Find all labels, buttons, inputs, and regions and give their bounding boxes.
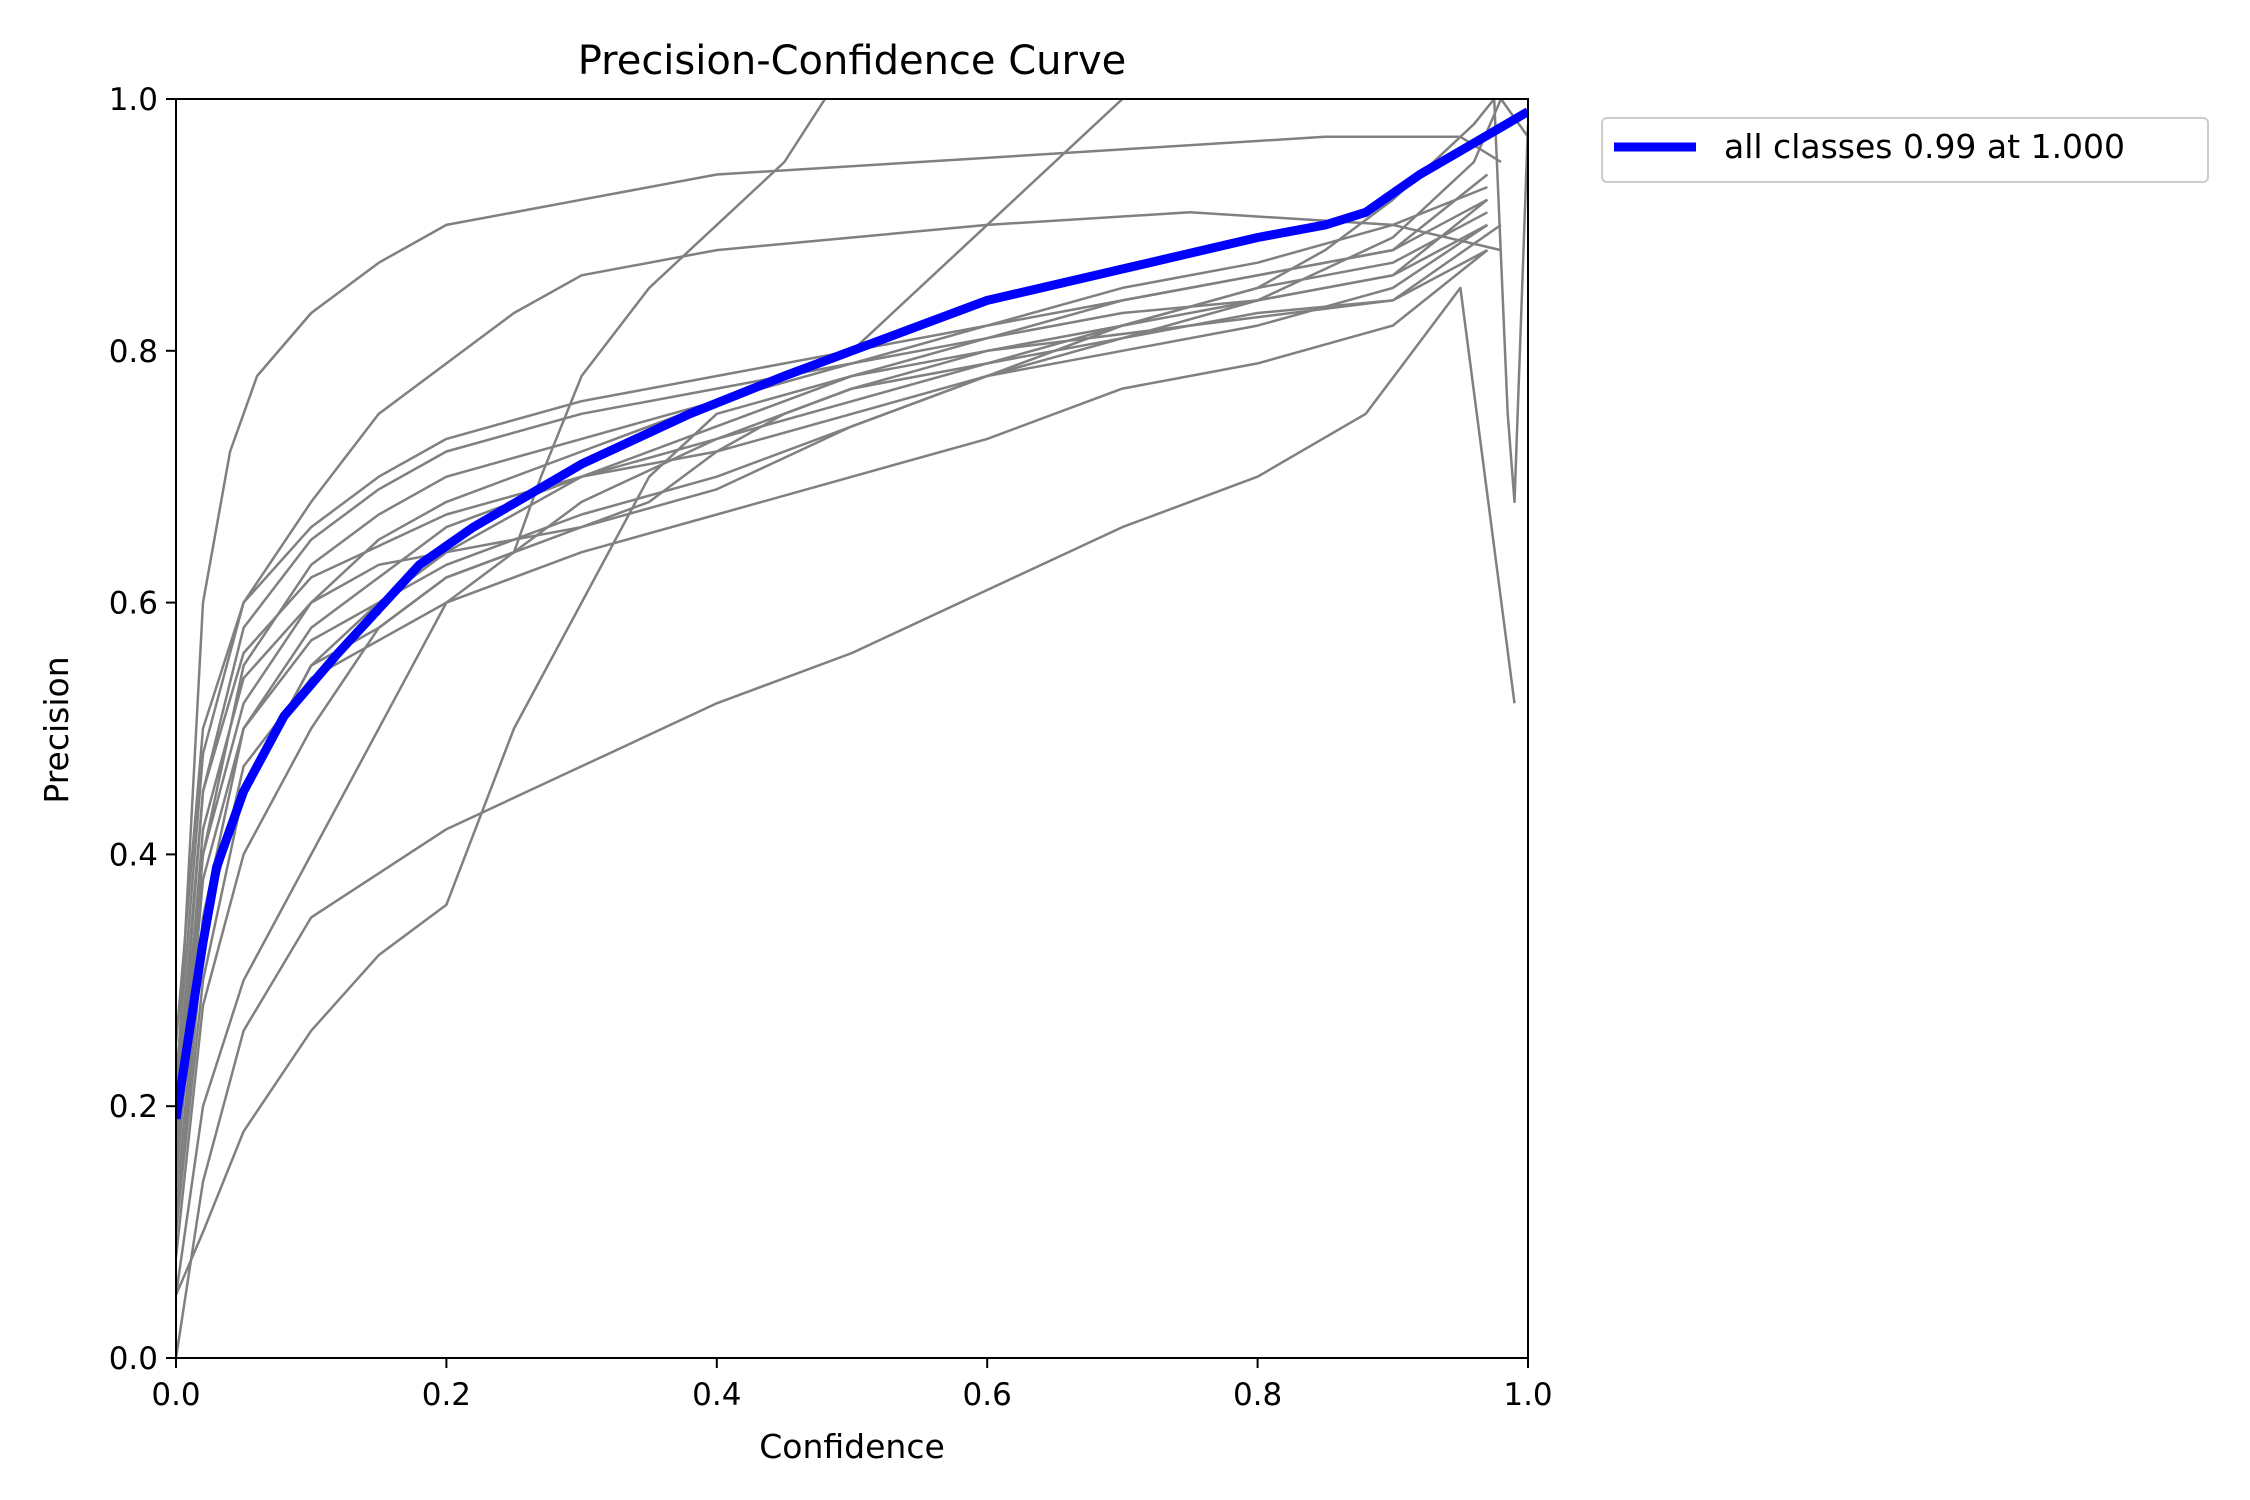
class-curve-class-11 [176, 198, 1489, 1132]
y-tick-label: 0.6 [109, 586, 158, 622]
class-curve-class-10 [176, 223, 1489, 1208]
y-tick-label: 0.0 [109, 1341, 158, 1377]
x-tick-label: 0.0 [151, 1377, 200, 1413]
class-curve-class-01 [176, 135, 1502, 1107]
plot-frame [175, 98, 1529, 1359]
y-tick-label: 0.2 [109, 1089, 158, 1125]
legend-label-all-classes: all classes 0.99 at 1.000 [1724, 127, 2125, 166]
chart-title: Precision-Confidence Curve [578, 38, 1127, 84]
y-tick-label: 0.8 [109, 334, 158, 370]
class-curve-class-07 [176, 223, 1502, 1296]
class-curve-class-05 [176, 223, 1488, 1296]
x-tick-label: 0.6 [963, 1377, 1012, 1413]
class-curve-class-16 [176, 99, 1528, 1107]
class-curve-class-09 [176, 99, 1124, 1107]
summary-curve-group [176, 107, 1528, 1120]
class-curve-class-03 [176, 185, 1488, 1170]
class-curve-class-12 [176, 173, 1489, 1082]
x-axis: 0.0 0.2 0.4 0.6 0.8 1.0 [151, 1358, 1553, 1413]
class-curve-class-02 [176, 211, 1502, 1044]
class-curve-class-06 [176, 286, 1516, 1358]
legend: all classes 0.99 at 1.000 [1601, 117, 2209, 183]
x-tick-label: 0.8 [1233, 1377, 1282, 1413]
y-axis: 0.0 0.2 0.4 0.6 0.8 1.0 [109, 82, 176, 1377]
x-tick-label: 1.0 [1503, 1377, 1552, 1413]
y-axis-label: Precision [37, 656, 76, 803]
legend-box [1601, 117, 2209, 183]
y-tick-label: 0.4 [109, 837, 158, 873]
x-tick-label: 0.4 [692, 1377, 741, 1413]
class-curve-class-14 [176, 249, 1489, 1233]
class-curve-class-15 [176, 248, 1488, 1258]
class-curve-class-17 [176, 99, 1528, 1182]
plot-area [175, 98, 1529, 1359]
x-tick-label: 0.2 [422, 1377, 471, 1413]
y-tick-label: 1.0 [109, 82, 158, 118]
x-axis-label: Confidence [759, 1427, 945, 1466]
summary-curve-all-classes [176, 107, 1528, 1120]
